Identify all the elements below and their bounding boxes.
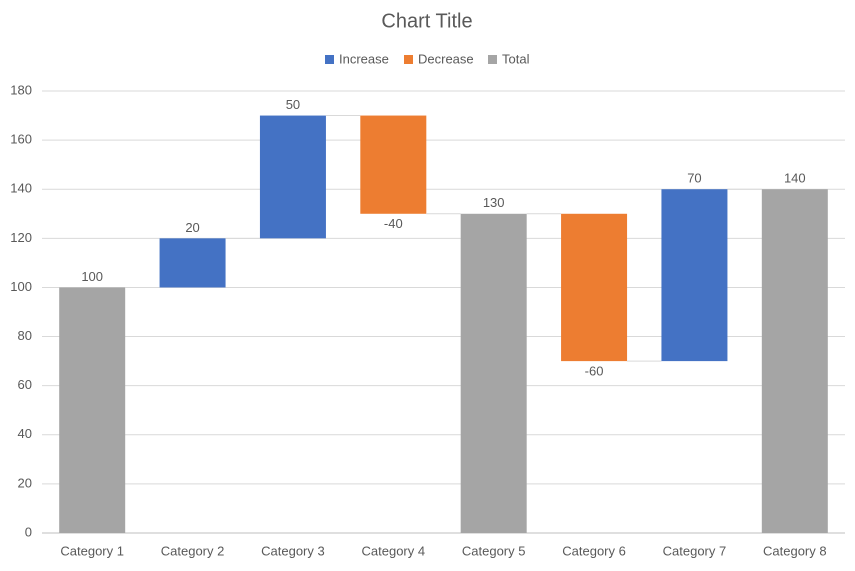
y-tick-label: 180 (10, 82, 32, 97)
data-label: 100 (81, 269, 103, 284)
bar (761, 189, 828, 533)
y-tick-label: 60 (18, 377, 32, 392)
x-tick-label: Category 8 (763, 543, 827, 558)
y-tick-label: 100 (10, 279, 32, 294)
data-label: 50 (286, 97, 300, 112)
y-tick-label: 160 (10, 132, 32, 147)
data-label: -40 (384, 216, 403, 231)
y-tick-label: 140 (10, 181, 32, 196)
bar (59, 287, 126, 533)
legend-swatch (404, 55, 413, 64)
legend-label: Decrease (418, 51, 474, 66)
y-tick-label: 0 (25, 524, 32, 539)
x-tick-label: Category 3 (261, 543, 325, 558)
y-tick-label: 120 (10, 230, 32, 245)
x-tick-label: Category 5 (462, 543, 526, 558)
x-tick-label: Category 1 (60, 543, 124, 558)
legend-label: Total (502, 51, 530, 66)
data-label: 130 (483, 195, 505, 210)
x-tick-label: Category 2 (161, 543, 225, 558)
chart-title: Chart Title (381, 10, 472, 32)
x-tick-label: Category 7 (663, 543, 727, 558)
y-tick-label: 40 (18, 426, 32, 441)
y-tick-label: 20 (18, 475, 32, 490)
data-label: 140 (784, 171, 806, 186)
y-tick-label: 80 (18, 328, 32, 343)
legend-swatch (488, 55, 497, 64)
bar (159, 238, 226, 288)
legend-swatch (325, 55, 334, 64)
legend-label: Increase (339, 51, 389, 66)
data-label: -60 (585, 364, 604, 379)
bar (561, 213, 628, 362)
bar (460, 213, 527, 533)
bar (259, 115, 326, 239)
x-tick-label: Category 4 (362, 543, 426, 558)
bar (661, 189, 728, 362)
x-tick-label: Category 6 (562, 543, 626, 558)
data-label: 70 (687, 171, 701, 186)
bar (360, 115, 427, 214)
data-label: 20 (185, 220, 199, 235)
